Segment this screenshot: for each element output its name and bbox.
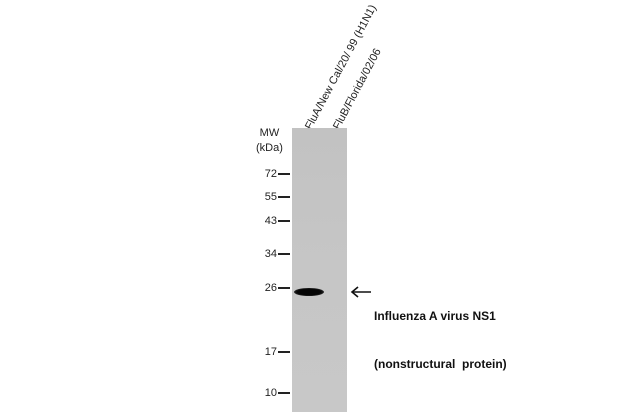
marker-72: 72: [252, 168, 292, 180]
marker-tick: [278, 287, 290, 289]
marker-label: 10: [264, 387, 277, 399]
mw-header: MW (kDa): [256, 126, 283, 156]
marker-17: 17: [252, 346, 292, 358]
marker-label: 55: [264, 191, 277, 203]
marker-43: 43: [252, 215, 292, 227]
marker-label: 34: [264, 248, 277, 260]
marker-label: 26: [264, 282, 277, 294]
marker-tick: [278, 220, 290, 222]
mw-header-line2: (kDa): [256, 142, 283, 154]
marker-tick: [278, 196, 290, 198]
protein-annotation: Influenza A virus NS1 (nonstructural pro…: [374, 276, 507, 388]
marker-tick: [278, 253, 290, 255]
left-arrow-icon: [350, 286, 371, 298]
western-blot-membrane: [292, 128, 347, 412]
marker-10: 10: [252, 387, 292, 399]
annotation-line2: (nonstructural protein): [374, 357, 507, 371]
marker-label: 17: [264, 346, 277, 358]
marker-34: 34: [252, 248, 292, 260]
mw-header-line1: MW: [259, 127, 280, 139]
annotation-line1: Influenza A virus NS1: [374, 309, 496, 323]
marker-tick: [278, 351, 290, 353]
marker-label: 72: [264, 168, 277, 180]
marker-tick: [278, 392, 290, 394]
ns1-band: [294, 288, 324, 296]
marker-label: 43: [264, 215, 277, 227]
marker-tick: [278, 173, 290, 175]
marker-55: 55: [252, 191, 292, 203]
marker-26: 26: [252, 282, 292, 294]
